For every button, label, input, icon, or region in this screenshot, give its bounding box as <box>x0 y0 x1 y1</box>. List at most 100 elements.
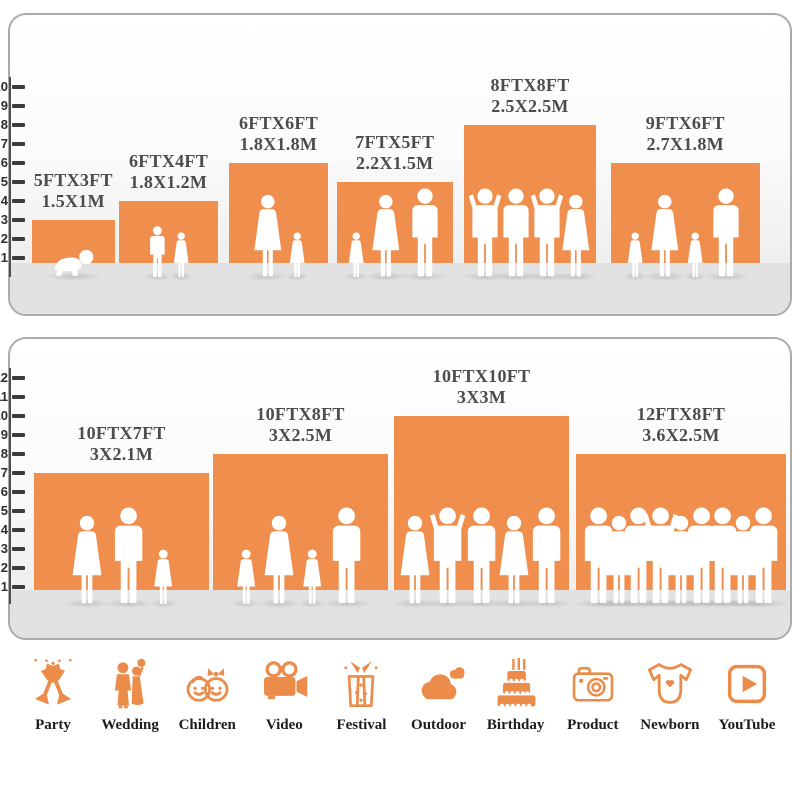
man-silhouette <box>407 188 443 278</box>
wedding-couple-icon <box>114 658 146 709</box>
baby-silhouette <box>51 248 96 278</box>
axis-tick-label: 1 <box>0 250 8 265</box>
figure-shadow <box>675 599 727 608</box>
axis-tick <box>12 199 25 203</box>
axis-tick <box>12 414 25 418</box>
woman-silhouette <box>369 194 403 278</box>
backdrop-bar <box>32 220 115 263</box>
axis-tick-label: 12 <box>0 370 8 385</box>
backdrop-size-label: 6FTX6FT 1.8X1.8M <box>189 113 369 155</box>
category-product: Product <box>556 658 630 734</box>
man-silhouette <box>527 507 566 605</box>
axis-tick <box>12 471 25 475</box>
man-silhouette <box>744 507 783 605</box>
size-m-label: 3.6X2.5M <box>642 425 720 445</box>
backdrop-panel-small: 123456789105FTX3FT1.5X1M6FTX4FT1.8X1.2M6… <box>0 13 792 316</box>
figure-shadow <box>643 272 688 281</box>
figure-shadow <box>697 599 749 608</box>
figure-shadow <box>143 272 171 281</box>
figure-shadow <box>737 599 789 608</box>
backdrop-size-label: 10FTX10FT 3X3M <box>392 366 572 408</box>
figure-shadow <box>245 272 290 281</box>
girl-silhouette <box>288 232 306 278</box>
axis-tick <box>12 585 25 589</box>
girl-silhouette <box>347 232 365 278</box>
size-ft-label: 5FTX3FT <box>33 170 113 190</box>
newborn-onesie-icon <box>647 663 692 704</box>
axis-tick <box>12 509 25 513</box>
children-faces-icon <box>186 668 229 702</box>
figure-shadow <box>523 272 570 281</box>
figure-shadow <box>461 272 509 281</box>
figure-shadow <box>703 272 750 281</box>
y-axis-line <box>9 368 11 604</box>
size-ft-label: 6FTX4FT <box>128 151 209 171</box>
axis-tick-label: 4 <box>0 522 8 537</box>
figure-shadow <box>44 272 103 281</box>
axis-tick <box>12 256 25 260</box>
figure-shadow <box>719 599 767 608</box>
category-outdoor: Outdoor <box>402 658 476 734</box>
axis-tick-label: 3 <box>0 541 8 556</box>
girl-silhouette <box>235 549 257 605</box>
man-silhouette <box>708 188 744 278</box>
backdrop-size-label: 10FTX7FT 3X2.1M <box>32 423 212 465</box>
party-glasses-icon <box>34 658 72 705</box>
axis-tick-label: 9 <box>0 98 8 113</box>
category-label: Party <box>35 717 71 733</box>
axis-tick-label: 5 <box>0 503 8 518</box>
category-label: Outdoor <box>411 717 467 733</box>
category-label: Video <box>265 717 303 733</box>
product-camera-icon <box>572 666 614 702</box>
axis-tick-label: 1 <box>0 579 8 594</box>
figure-shadow <box>391 599 439 608</box>
axis-tick <box>12 142 25 146</box>
figure-shadow <box>364 272 408 281</box>
axis-tick <box>12 433 25 437</box>
video-camera-icon <box>264 661 308 700</box>
figure-shadow <box>285 272 310 281</box>
size-ft-label: 7FTX5FT <box>355 132 435 152</box>
category-label: Birthday <box>486 717 545 733</box>
figure-shadow <box>520 599 572 608</box>
backdrop-bar <box>119 201 218 263</box>
axis-tick-label: 2 <box>0 560 8 575</box>
woman-silhouette <box>559 194 593 278</box>
category-youtube: YouTube <box>710 658 784 734</box>
figure-shadow <box>554 272 599 281</box>
axis-tick-label: 4 <box>0 193 8 208</box>
axis-tick <box>12 104 25 108</box>
backdrop-size-label: 5FTX3FT 1.5X1M <box>0 170 163 212</box>
category-label: Festival <box>336 717 387 733</box>
axis-tick-label: 2 <box>0 231 8 246</box>
category-row: Party Wedding Children Video Festival Outdoor… <box>16 658 784 734</box>
youtube-play-icon <box>727 664 767 704</box>
girl-silhouette <box>301 549 323 605</box>
figure-shadow <box>635 599 687 608</box>
outdoor-cloud-icon <box>421 667 465 700</box>
axis-tick <box>12 376 25 380</box>
axis-tick-label: 10 <box>0 79 8 94</box>
size-m-label: 2.2X1.5M <box>356 153 434 173</box>
axis-tick <box>12 528 25 532</box>
category-label: Newborn <box>640 717 700 733</box>
backdrop-panel-medium: 12345678910111210FTX7FT3X2.1M10FTX8FT3X2… <box>0 337 792 640</box>
axis-tick-label: 11 <box>0 389 8 404</box>
category-video: Video <box>247 658 321 734</box>
axis-tick-label: 6 <box>0 484 8 499</box>
axis-tick-label: 8 <box>0 446 8 461</box>
size-ft-label: 8FTX8FT <box>490 75 570 95</box>
girl-silhouette <box>626 232 644 278</box>
category-label: Children <box>178 717 236 733</box>
figure-shadow <box>683 272 708 281</box>
figure-shadow <box>168 272 193 281</box>
figure-shadow <box>63 599 111 608</box>
axis-tick <box>12 85 25 89</box>
backdrop-size-label: 12FTX8FT 3.6X2.5M <box>591 404 771 446</box>
axis-tick-label: 8 <box>0 117 8 132</box>
y-axis-line <box>9 77 11 277</box>
figure-shadow <box>613 599 665 608</box>
festival-gift-icon <box>344 661 379 708</box>
axis-tick-label: 7 <box>0 136 8 151</box>
axis-tick-label: 5 <box>0 174 8 189</box>
